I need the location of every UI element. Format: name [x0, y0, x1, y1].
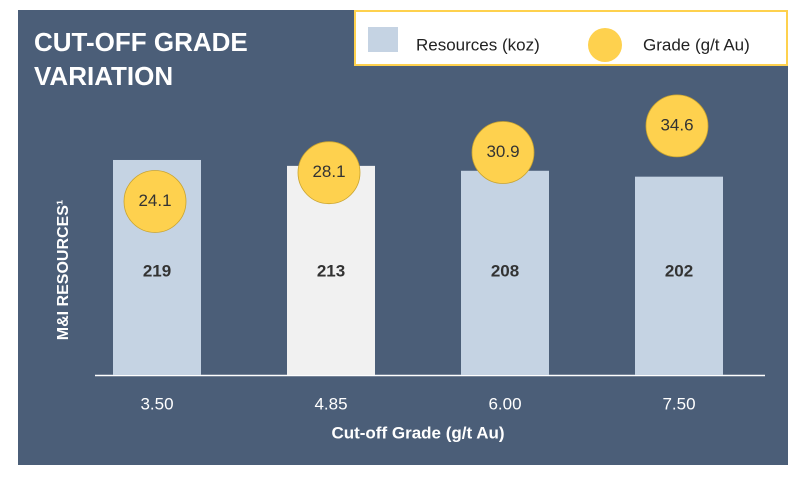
grade-label: 24.1 [138, 191, 171, 210]
bar-value-label: 202 [665, 261, 693, 280]
grade-label: 30.9 [486, 142, 519, 161]
bar-value-label: 208 [491, 261, 519, 280]
x-axis-title: Cut-off Grade (g/t Au) [331, 423, 504, 442]
chart-title: VARIATION [34, 61, 173, 91]
bar [635, 176, 723, 375]
legend-label: Grade (g/t Au) [643, 35, 750, 54]
x-tick-label: 3.50 [140, 394, 173, 413]
x-tick-label: 6.00 [488, 394, 521, 413]
chart-title: CUT-OFF GRADE [34, 27, 248, 57]
grade-bubble [471, 121, 535, 184]
grade-bubble [297, 141, 361, 205]
legend-label: Resources (koz) [416, 35, 540, 54]
bar-value-label: 213 [317, 261, 345, 280]
grade-label: 28.1 [312, 162, 345, 181]
legend-swatch [368, 27, 398, 52]
x-tick-label: 7.50 [662, 394, 695, 413]
x-tick-label: 4.85 [314, 394, 347, 413]
y-axis-title: M&I RESOURCES¹ [55, 200, 72, 340]
legend-box [354, 10, 788, 66]
grade-bubble [645, 94, 709, 158]
bar [461, 170, 549, 375]
grade-bubble [123, 170, 187, 233]
legend-swatch [588, 28, 622, 62]
bar-value-label: 219 [143, 261, 171, 280]
grade-label: 34.6 [660, 115, 693, 134]
